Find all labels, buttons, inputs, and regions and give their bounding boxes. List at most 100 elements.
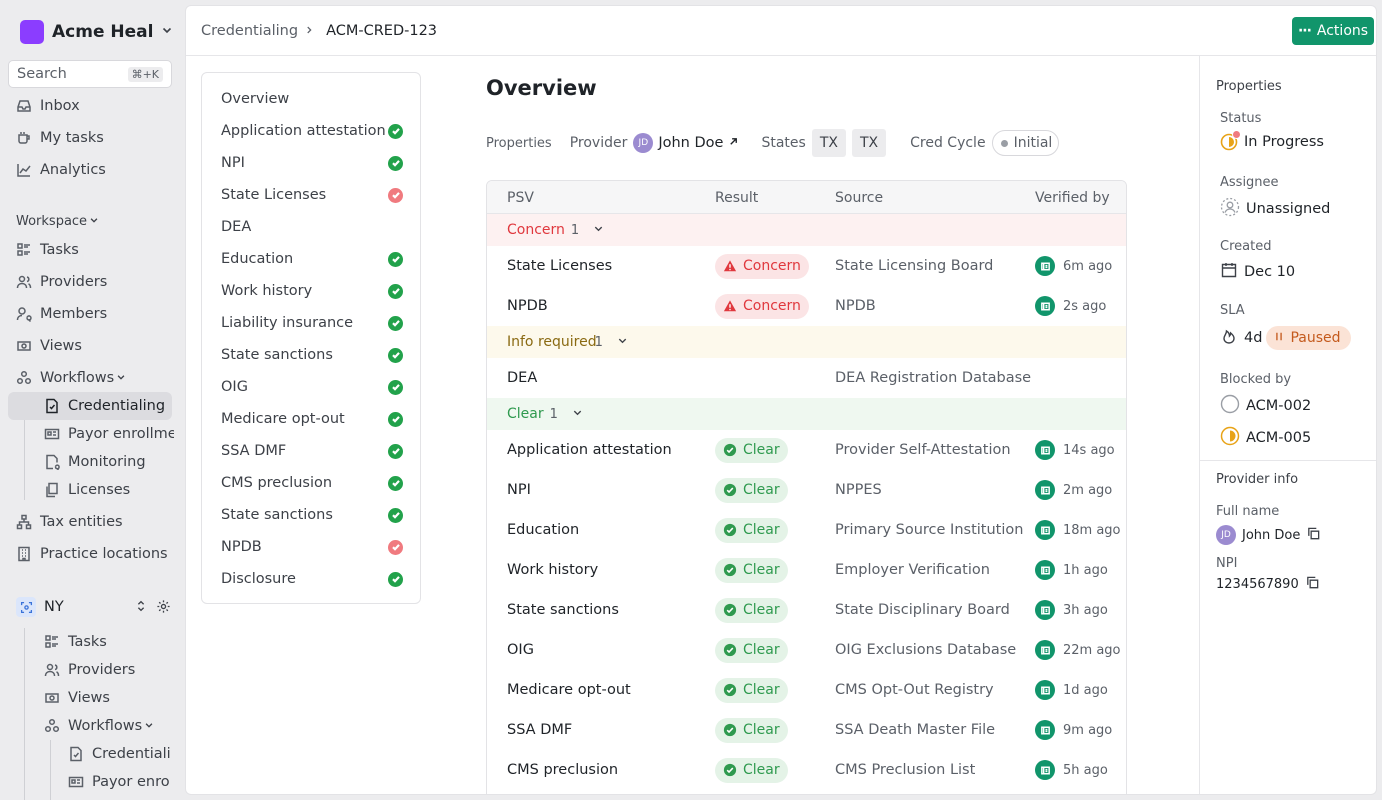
- state-chip[interactable]: TX: [811, 129, 846, 157]
- section-nav-label: Application attestation: [221, 123, 386, 139]
- sidebar-item-members[interactable]: Members: [16, 304, 107, 324]
- sidebar-item-licenses[interactable]: Licenses: [44, 480, 130, 500]
- table-row[interactable]: CMS preclusion Clear CMS Preclusion List 5h…: [487, 750, 1126, 790]
- section-nav-item[interactable]: NPDB: [221, 531, 403, 563]
- search-input[interactable]: Search ⌘+K: [8, 60, 172, 88]
- section-nav-item[interactable]: Overview: [221, 83, 403, 115]
- sidebar-item-workflows[interactable]: Workflows: [16, 368, 126, 388]
- result-cell: Clear: [715, 510, 788, 550]
- section-nav-item[interactable]: SSA DMF: [221, 435, 403, 467]
- team-workflow-credentialing[interactable]: Credentiali: [68, 744, 174, 764]
- verified-time: 6m ago: [1063, 258, 1113, 274]
- team-header[interactable]: NY: [16, 596, 174, 618]
- sidebar-item-payor-enrollment[interactable]: Payor enrollme: [44, 424, 174, 444]
- psv-cell: Education: [507, 522, 580, 538]
- section-nav-item[interactable]: Disclosure: [221, 563, 403, 595]
- psv-cell: NPI: [507, 482, 531, 498]
- assignee-field[interactable]: Unassigned: [1220, 197, 1330, 221]
- column-header-verified-by[interactable]: Verified by: [1035, 189, 1110, 206]
- sidebar-item-inbox[interactable]: Inbox: [16, 96, 80, 116]
- tasks-icon: [16, 242, 32, 258]
- column-header-psv[interactable]: PSV: [507, 189, 534, 206]
- users-icon: [16, 274, 32, 290]
- sidebar-item-credentialing[interactable]: Credentialing: [8, 392, 172, 420]
- section-nav-item[interactable]: Education: [221, 243, 403, 275]
- section-nav-item[interactable]: CMS preclusion: [221, 467, 403, 499]
- verifier-icon: [1035, 480, 1055, 500]
- status-badge: Concern: [715, 293, 809, 319]
- sidebar-item-label: Workflows: [40, 370, 115, 386]
- workspace-section-toggle[interactable]: Workspace: [16, 212, 99, 230]
- group-concern[interactable]: Concern 1: [487, 214, 1126, 246]
- more-horizontal-icon: ···: [1297, 23, 1312, 39]
- sidebar-item-my-tasks[interactable]: My tasks: [16, 128, 104, 148]
- blocked-by-item[interactable]: ACM-002: [1220, 394, 1311, 418]
- table-row[interactable]: DEA DEA Registration Database: [487, 358, 1126, 398]
- table-row[interactable]: Application attestation Clear Provider Sel…: [487, 430, 1126, 470]
- verifier-icon: [1035, 440, 1055, 460]
- section-nav-item[interactable]: Medicare opt-out: [221, 403, 403, 435]
- section-nav-item[interactable]: Application attestation: [221, 115, 403, 147]
- section-nav-item[interactable]: State Licenses: [221, 179, 403, 211]
- check-circle-icon: [723, 763, 737, 777]
- org-switcher[interactable]: Acme Heal: [20, 20, 173, 44]
- sidebar-item-label: Workflows: [68, 718, 143, 734]
- sidebar-item-analytics[interactable]: Analytics: [16, 160, 106, 180]
- section-nav-item[interactable]: State sanctions: [221, 499, 403, 531]
- verified-time: 18m ago: [1063, 522, 1121, 538]
- table-row[interactable]: Work history Clear Employer Verification 1h…: [487, 550, 1126, 590]
- chevron-right-icon: [304, 23, 314, 39]
- section-nav-item[interactable]: Liability insurance: [221, 307, 403, 339]
- section-nav-item[interactable]: Work history: [221, 275, 403, 307]
- actions-button[interactable]: ··· Actions: [1292, 17, 1374, 45]
- table-row[interactable]: State sanctions Clear State Disciplinary B…: [487, 590, 1126, 630]
- copy-icon[interactable]: [1305, 575, 1320, 594]
- table-row[interactable]: NPI Clear NPPES 2m ago: [487, 470, 1126, 510]
- sidebar-item-label: Credentiali: [92, 746, 171, 762]
- gear-icon[interactable]: [156, 599, 171, 618]
- team-item-providers[interactable]: Providers: [44, 660, 135, 680]
- team-item-workflows[interactable]: Workflows: [44, 716, 154, 736]
- provider-link[interactable]: JD John Doe: [633, 133, 739, 153]
- section-nav-item[interactable]: DEA: [221, 211, 403, 243]
- sidebar-item-tax-entities[interactable]: Tax entities: [16, 512, 123, 532]
- org-name: Acme Heal: [52, 22, 154, 42]
- column-header-result[interactable]: Result: [715, 189, 759, 206]
- group-label: Clear: [507, 406, 544, 422]
- table-row[interactable]: NPDB Concern NPDB 2s ago: [487, 286, 1126, 326]
- table-row[interactable]: State Licenses Concern State Licensing Boa…: [487, 246, 1126, 286]
- sidebar-item-practice-locations[interactable]: Practice locations: [16, 544, 168, 564]
- team-item-views[interactable]: Views: [44, 688, 110, 708]
- section-nav-label: NPI: [221, 155, 245, 171]
- group-info-required[interactable]: Info required 1: [487, 326, 1126, 358]
- cred-cycle-chip[interactable]: Initial: [991, 130, 1060, 156]
- actions-label: Actions: [1316, 23, 1369, 39]
- sidebar-item-tasks[interactable]: Tasks: [16, 240, 79, 260]
- sidebar-item-views[interactable]: Views: [16, 336, 82, 356]
- status-field[interactable]: In Progress: [1220, 130, 1324, 151]
- table-row[interactable]: Medicare opt-out Clear CMS Opt-Out Registr…: [487, 670, 1126, 710]
- team-item-tasks[interactable]: Tasks: [44, 632, 107, 652]
- blocked-by-item[interactable]: ACM-005: [1220, 426, 1311, 450]
- psv-cell: Medicare opt-out: [507, 682, 631, 698]
- status-badge-label: Clear: [743, 562, 780, 578]
- group-clear[interactable]: Clear 1: [487, 398, 1126, 430]
- column-header-source[interactable]: Source: [835, 189, 884, 206]
- table-row[interactable]: SSA DMF Clear SSA Death Master File 9m ago: [487, 710, 1126, 750]
- table-row[interactable]: OIG Clear OIG Exclusions Database 22m ago: [487, 630, 1126, 670]
- team-workflow-payor-enrollment[interactable]: Payor enro: [68, 772, 174, 792]
- expand-collapse-icon[interactable]: [134, 599, 148, 617]
- section-nav-item[interactable]: OIG: [221, 371, 403, 403]
- breadcrumb-parent[interactable]: Credentialing: [201, 23, 299, 39]
- sidebar-item-providers[interactable]: Providers: [16, 272, 107, 292]
- copy-icon[interactable]: [1306, 526, 1321, 545]
- section-nav-item[interactable]: NPI: [221, 147, 403, 179]
- state-chip[interactable]: TX: [851, 129, 887, 157]
- provider-name: John Doe: [658, 135, 724, 151]
- table-row[interactable]: Education Clear Primary Source Institution…: [487, 510, 1126, 550]
- psv-cell: CMS preclusion: [507, 762, 619, 778]
- source-cell: DEA Registration Database: [835, 370, 1032, 386]
- sidebar-item-monitoring[interactable]: Monitoring: [44, 452, 146, 472]
- section-nav-item[interactable]: State sanctions: [221, 339, 403, 371]
- team-name: NY: [44, 599, 64, 615]
